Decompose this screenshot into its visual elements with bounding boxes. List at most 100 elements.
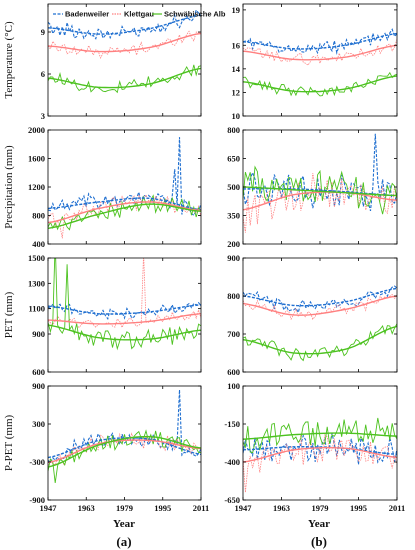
trend-line-schw-bische-alb: [243, 325, 397, 355]
y-axis-label: Temperature (°C): [3, 21, 15, 99]
x-tick-label: 1995: [350, 503, 367, 513]
y-tick-label: 400: [32, 239, 45, 249]
x-tick-label: 1947: [235, 503, 253, 513]
chart-precip-a: 400 800 1200 1600 2000 Precipitation (mm): [3, 125, 202, 249]
series-line-badenweiler: [243, 432, 397, 465]
y-tick-label: 14: [232, 64, 241, 74]
y-tick-label: 900: [227, 253, 240, 263]
y-tick-label: 800: [227, 291, 240, 301]
x-tick-label: 1963: [78, 503, 95, 513]
chart-temp-a: 3 6 9 Temperature (°C): [3, 3, 202, 121]
series-group: [243, 417, 397, 493]
y-tick-label: -300: [29, 457, 45, 467]
y-tick-label: 16: [232, 40, 241, 50]
x-tick-label: 2011: [389, 503, 406, 513]
series-group: [48, 137, 201, 239]
y-tick-label: 1600: [28, 154, 45, 164]
trend-line-klettgau: [243, 446, 397, 463]
x-axis-label-a: Year: [113, 518, 135, 530]
y-axis-label: PET (mm): [3, 291, 15, 338]
trend-line-klettgau: [48, 32, 201, 53]
y-tick-label: 19: [232, 5, 241, 15]
series-group: [48, 258, 201, 351]
trend-line-badenweiler: [48, 14, 201, 35]
series-line-schw-bische-alb: [243, 165, 397, 215]
chart-pet-b: 600 700 800 900: [227, 253, 398, 377]
y-tick-label: 300: [32, 419, 45, 429]
y-tick-label: 500: [227, 182, 240, 192]
panel-label-b: (b): [311, 534, 327, 549]
y-tick-label: 900: [32, 329, 45, 339]
series-line-klettgau: [243, 433, 397, 493]
y-axis-label: Precipitation (mm): [3, 145, 15, 229]
y-tick-label: 2000: [28, 125, 45, 135]
plot-frame: [242, 257, 398, 373]
y-tick-label: 10: [232, 111, 241, 121]
trend-line-schw-bische-alb: [48, 67, 201, 89]
y-tick-label: 900: [32, 381, 45, 391]
y-tick-label: 600: [32, 367, 45, 377]
y-tick-label: -150: [224, 419, 240, 429]
y-tick-label: 12: [232, 87, 241, 97]
y-tick-label: -650: [224, 495, 240, 505]
trend-line-badenweiler: [48, 304, 201, 315]
series-line-badenweiler: [48, 137, 201, 217]
trend-line-klettgau: [243, 191, 397, 211]
trend-line-klettgau: [48, 313, 201, 325]
series-line-klettgau: [243, 294, 397, 321]
series-group: [243, 28, 397, 97]
trend-line-klettgau: [243, 44, 397, 61]
series-line-badenweiler: [243, 133, 397, 212]
x-tick-label: 1995: [154, 503, 171, 513]
plot-frame: [47, 257, 202, 373]
series-group: [48, 389, 201, 483]
y-tick-label: 1100: [28, 304, 45, 314]
panel-label-a: (a): [116, 534, 131, 549]
y-tick-label: 800: [32, 211, 45, 221]
y-tick-label: 200: [227, 239, 240, 249]
y-tick-label: 1300: [28, 278, 45, 288]
legend-label: Klettgau: [124, 10, 154, 19]
legend-label: Schwäbische Alb: [164, 10, 226, 19]
plot-frame: [242, 385, 398, 501]
series-line-badenweiler: [48, 389, 201, 465]
y-tick-label: 1500: [28, 253, 45, 263]
trend-line-klettgau: [48, 439, 201, 464]
trend-line-badenweiler: [243, 32, 397, 50]
trend-line-klettgau: [243, 295, 397, 316]
trend-line-schw-bische-alb: [243, 186, 397, 197]
y-tick-label: 1200: [28, 182, 45, 192]
series-group: [243, 133, 397, 233]
y-tick-label: 650: [227, 154, 240, 164]
trend-line-schw-bische-alb: [243, 432, 397, 440]
legend-label: Badenweiler: [65, 10, 109, 19]
chart-precip-b: 200 350 500 650 800: [227, 125, 398, 249]
trend-line-schw-bische-alb: [48, 324, 201, 341]
y-tick-label: 3: [41, 111, 45, 121]
trend-line-badenweiler: [48, 437, 201, 459]
y-tick-label: 350: [227, 211, 240, 221]
y-tick-label: -900: [29, 495, 45, 505]
series-line-badenweiler: [48, 301, 201, 321]
figure-labels: Year Year (a) (b): [113, 518, 330, 549]
series-line-schw-bische-alb: [48, 258, 201, 351]
chart-pet-a: 600 900 1100 1300 1500 PET (mm): [3, 253, 202, 377]
y-tick-label: 700: [227, 329, 240, 339]
x-tick-label: 2011: [193, 503, 210, 513]
y-tick-label: 9: [41, 27, 45, 37]
series-group: [243, 285, 397, 362]
series-line-klettgau: [48, 30, 201, 60]
y-tick-label: 600: [227, 367, 240, 377]
series-line-schw-bische-alb: [243, 323, 397, 362]
trend-line-schw-bische-alb: [243, 75, 397, 93]
trend-line-klettgau: [48, 201, 201, 224]
x-axis-label-b: Year: [308, 518, 330, 530]
chart-ppet-a: -900 -300 300 900 1947 1963 1979 1995 2011 P-PET …: [3, 381, 209, 513]
x-tick-label: 1947: [40, 503, 58, 513]
y-tick-label: 800: [227, 125, 240, 135]
panels-layer: 3 6 9 Temperature (°C) 10 12 14 16 19 400 800 1200 1…: [3, 3, 406, 513]
trend-line-schw-bische-alb: [48, 435, 201, 468]
series-line-badenweiler: [243, 28, 397, 55]
trend-line-badenweiler: [243, 446, 397, 456]
